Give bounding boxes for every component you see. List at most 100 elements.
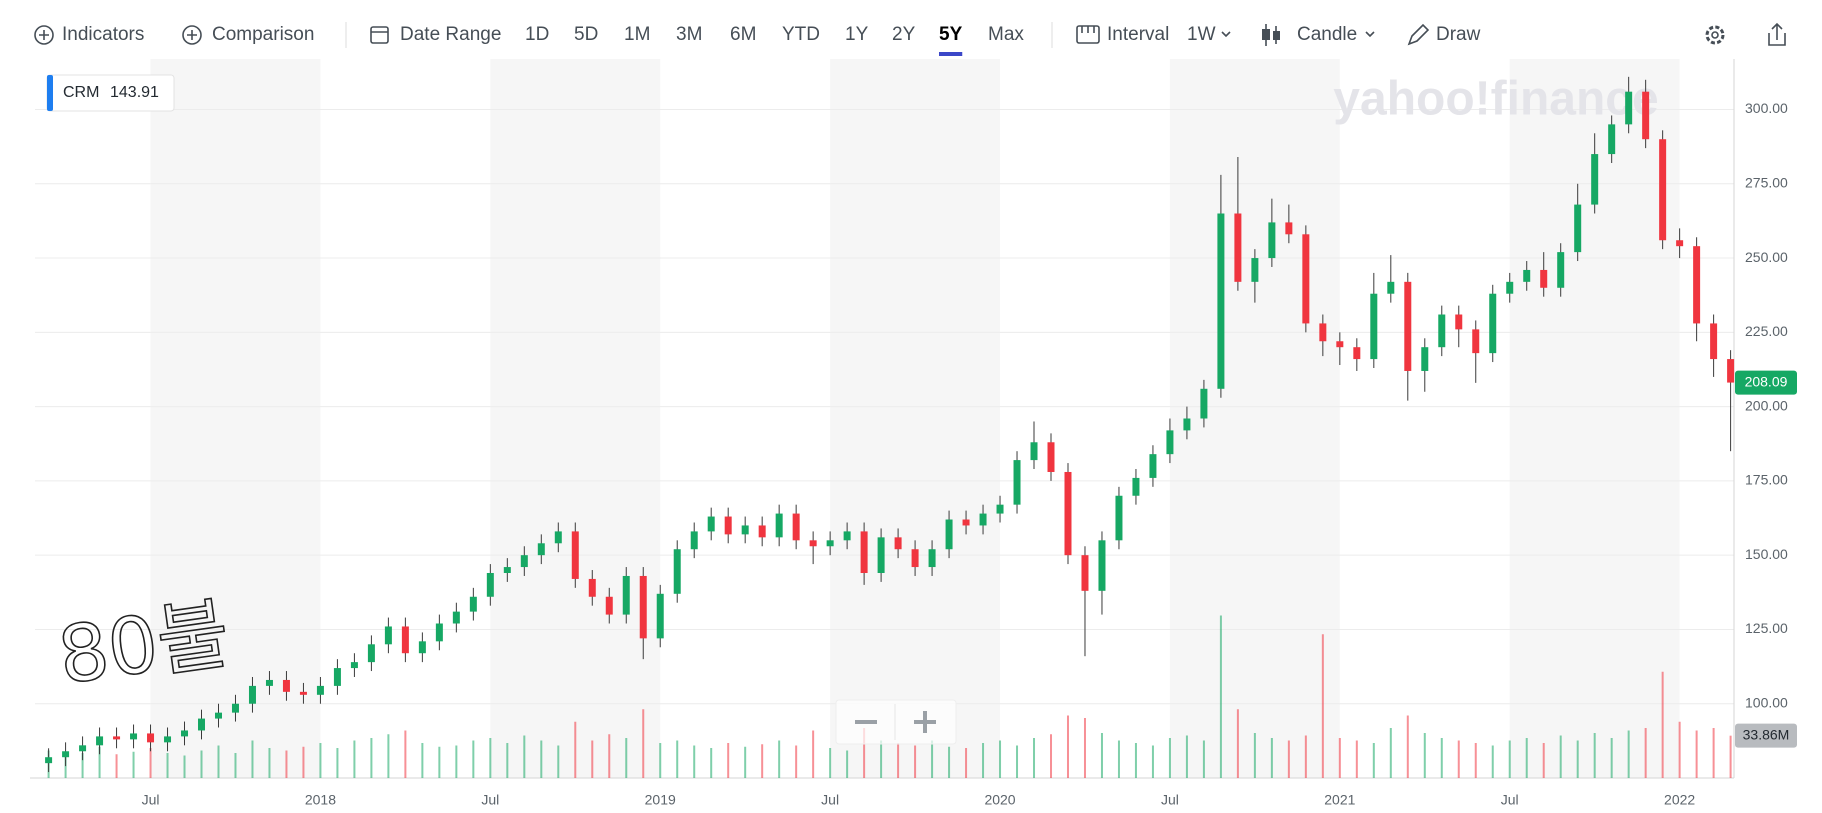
interval-value[interactable]: 1W [1187, 24, 1216, 45]
candle-body [1489, 293, 1497, 354]
x-tick-label: Jul [1161, 792, 1179, 808]
interval[interactable]: Interval [1107, 24, 1169, 45]
candle-body [1557, 252, 1565, 288]
range-button[interactable]: 6M [730, 24, 756, 45]
watermark: yahoo!finance [1333, 73, 1658, 126]
x-tick-label: 2018 [305, 792, 336, 808]
x-tick-label: Jul [142, 792, 160, 808]
legend-symbol: CRM [63, 84, 99, 101]
settings[interactable] [1705, 25, 1725, 45]
icon [187, 30, 197, 40]
volume-bar [1729, 735, 1732, 778]
volume-bar [455, 745, 458, 778]
candle-body [1064, 471, 1072, 556]
candle-body [435, 623, 443, 642]
candle-body [945, 519, 953, 550]
volume-bar [489, 738, 492, 778]
x-tick-label: 2020 [984, 792, 1015, 808]
volume-bar [982, 743, 985, 778]
range-button[interactable]: 3M [676, 24, 702, 45]
candle-body [877, 537, 885, 573]
candle-body [1115, 495, 1123, 541]
range-button[interactable]: 5Y [939, 24, 963, 45]
share[interactable] [1768, 22, 1786, 46]
candle-body [1217, 213, 1225, 389]
volume-bar [829, 748, 832, 778]
volume-bar [778, 740, 781, 778]
candle-body [928, 549, 936, 568]
candle-body [164, 736, 172, 743]
volume-bar [1423, 733, 1426, 778]
chart-style[interactable]: Candle [1297, 24, 1357, 45]
candle-body [1149, 454, 1157, 478]
range-button[interactable]: 5D [574, 24, 598, 45]
date-range[interactable]: Date Range [400, 24, 501, 45]
volume-bar [999, 740, 1002, 778]
range-button[interactable]: 1Y [845, 24, 869, 45]
zoom-in[interactable] [914, 711, 936, 733]
legend-swatch [47, 75, 53, 111]
candle-body [1098, 540, 1106, 591]
candle-body [639, 575, 647, 639]
volume-bar [1219, 615, 1222, 778]
chevron [1365, 31, 1375, 38]
volume-bar [1542, 743, 1545, 778]
comparison[interactable]: Comparison [212, 24, 314, 45]
candle-body [1727, 359, 1735, 383]
volume-bar [1016, 745, 1019, 778]
candle-body [452, 611, 460, 624]
candle-body [1302, 234, 1310, 324]
volume-bar [948, 746, 951, 778]
volume-bar [1508, 740, 1511, 778]
volume-bar [1440, 738, 1443, 778]
candle-body [299, 691, 307, 695]
draw[interactable]: Draw [1436, 24, 1481, 45]
volume-tag-label: 33.86M [1743, 726, 1790, 742]
volume-bar [285, 750, 288, 778]
indicators[interactable]: Indicators [62, 24, 144, 45]
candle-body [469, 596, 477, 612]
labels: Jul 2018 Jul 2019 Jul 2020 Jul 2021 Jul 2022 100.0… [142, 100, 1797, 808]
volume-bar [642, 709, 645, 778]
candle-body [1710, 323, 1718, 360]
range-button[interactable]: 1M [624, 24, 650, 45]
y-tick-label: 150.00 [1745, 546, 1788, 562]
y-tick-label: 125.00 [1745, 620, 1788, 636]
candle-body [1166, 430, 1174, 455]
candle-body [962, 519, 970, 526]
volume-bar [166, 753, 169, 778]
volume-bar [438, 746, 441, 778]
volume-bar [727, 743, 730, 778]
candle-body [554, 531, 562, 544]
candle-body [45, 757, 53, 764]
volume-bar [268, 748, 271, 778]
volume-bar [132, 751, 135, 778]
candle-body [1455, 314, 1463, 330]
volume-bar [98, 746, 101, 778]
range-button[interactable]: Max [988, 24, 1024, 45]
volume-bar [693, 745, 696, 778]
candle-body [741, 525, 749, 535]
volume-bar [1406, 715, 1409, 778]
candle-body [96, 736, 104, 746]
volume-bar [251, 740, 254, 778]
volume-bar [574, 721, 577, 778]
volume-bar [1100, 733, 1103, 778]
candle-body [571, 531, 579, 579]
range-button[interactable]: YTD [782, 24, 820, 45]
candle-body [1183, 418, 1191, 431]
candles [45, 76, 1735, 773]
candle-body [1523, 269, 1531, 282]
candle-body [996, 504, 1004, 514]
volume-bar [1066, 715, 1069, 778]
volume-bar [1712, 728, 1715, 778]
candle-body [384, 626, 392, 645]
range-button[interactable]: 1D [525, 24, 549, 45]
icon [1407, 23, 1430, 46]
candle-body [248, 685, 256, 704]
volume-bar [1236, 709, 1239, 778]
candle-body [503, 567, 511, 573]
volume-bar [659, 743, 662, 778]
candle-body [979, 513, 987, 526]
range-button[interactable]: 2Y [892, 24, 916, 45]
